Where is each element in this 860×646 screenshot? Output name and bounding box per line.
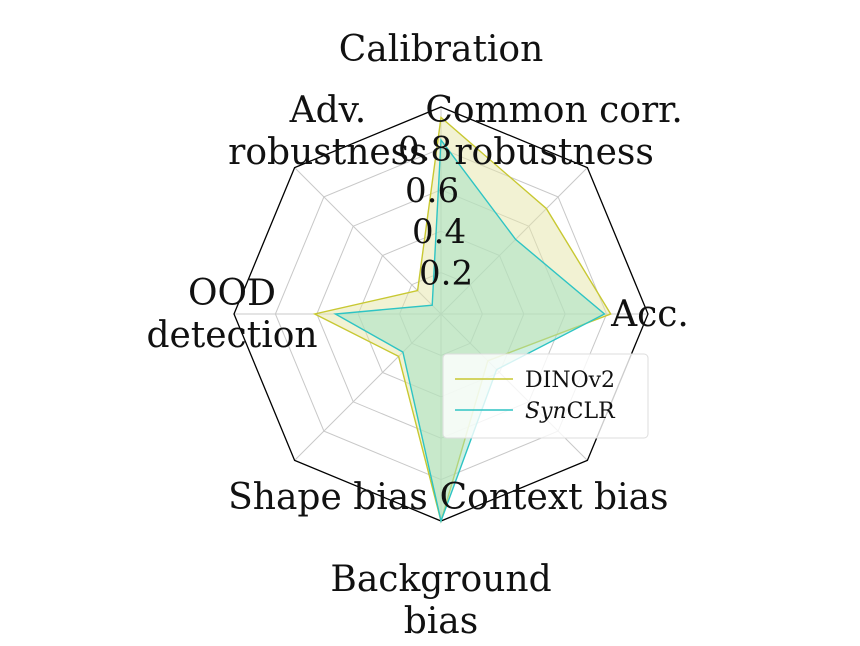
legend-box — [442, 353, 649, 439]
axis-label-line: detection — [146, 315, 317, 356]
axis-label-line: Adv. — [289, 90, 367, 131]
axis-label-line: OOD — [188, 273, 276, 314]
radial-tick-labels: 0.20.40.60.8 — [398, 129, 473, 293]
axis-label-line: robustness — [228, 132, 428, 173]
axis-label-8: Adv.robustness — [228, 90, 428, 173]
axis-label-3: Acc. — [610, 294, 689, 335]
axis-label-line: Context bias — [440, 477, 669, 518]
legend-label-DINOv2: DINOv2 — [525, 368, 615, 393]
axis-label-line: Acc. — [610, 294, 689, 335]
rtick-label-3: 0.6 — [405, 171, 459, 211]
axis-label-line: Calibration — [339, 29, 544, 70]
axis-label-line: bias — [404, 601, 479, 642]
axis-label-line: Common corr. — [425, 90, 683, 131]
axis-label-6: Shape bias — [228, 477, 428, 518]
axis-label-line: Shape bias — [228, 477, 428, 518]
axis-label-1: Calibration — [339, 29, 544, 70]
radar-series — [312, 116, 612, 524]
series-SynCLR — [333, 138, 606, 524]
rtick-label-1: 0.2 — [419, 254, 473, 294]
rtick-label-2: 0.4 — [412, 212, 466, 252]
legend-label-SynCLR: SynCLR — [525, 399, 616, 424]
axis-label-2: Common corr.robustness — [425, 90, 683, 173]
rtick-label-4: 0.8 — [398, 129, 452, 169]
axis-label-line: Background — [330, 559, 551, 600]
spoke-8 — [294, 167, 442, 315]
axis-label-line: robustness — [454, 132, 654, 173]
series-area-SynCLR — [335, 140, 605, 521]
axis-label-4: Context bias — [440, 477, 669, 518]
legend: DINOv2 SynCLR — [442, 353, 649, 439]
axis-labels: Calibration Common corr.robustness Acc. Con… — [146, 29, 688, 642]
